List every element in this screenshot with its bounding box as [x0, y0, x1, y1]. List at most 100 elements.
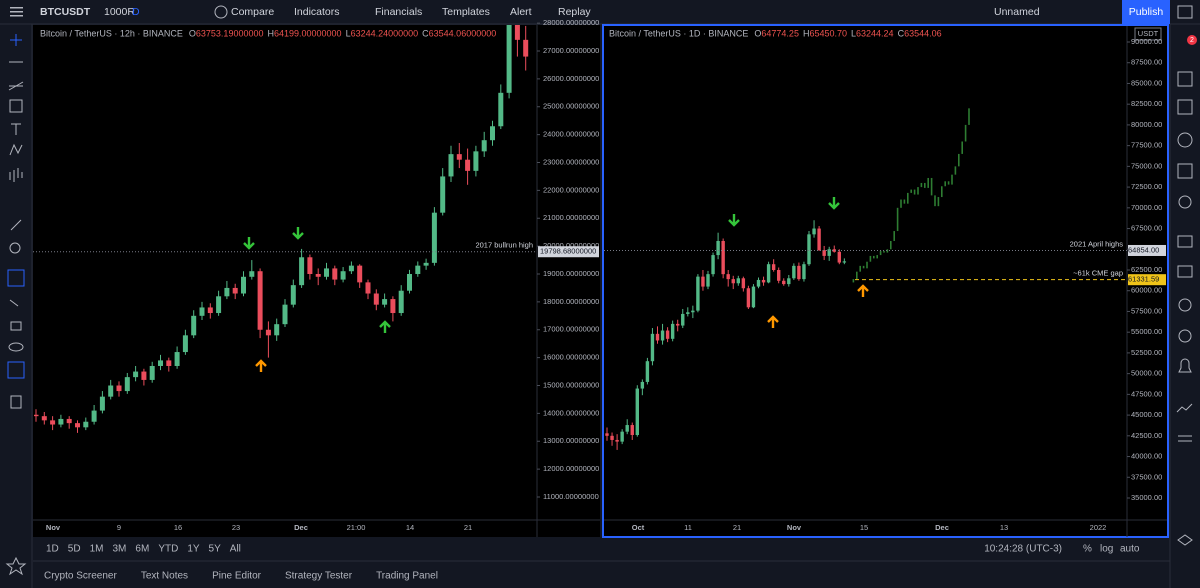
- ohlc-label: H: [803, 28, 810, 38]
- range-button[interactable]: 3M: [113, 544, 127, 555]
- candle-body: [615, 439, 619, 442]
- candle-body: [373, 293, 379, 305]
- candle-body: [390, 299, 396, 314]
- range-button[interactable]: 1M: [90, 544, 104, 555]
- x-tick-label: 21: [464, 523, 472, 532]
- footer-tab[interactable]: Text Notes: [141, 571, 188, 582]
- candle-body: [158, 360, 163, 366]
- candle-body: [731, 279, 735, 284]
- candle-body: [307, 257, 313, 274]
- replay-button[interactable]: Replay: [558, 6, 591, 18]
- range-button[interactable]: 5Y: [209, 544, 222, 555]
- candle-body: [676, 323, 680, 326]
- y-tick-label: 80000.00: [1131, 120, 1162, 129]
- candle-body: [232, 287, 238, 294]
- badge: [1187, 35, 1197, 45]
- range-button[interactable]: All: [230, 544, 241, 555]
- candle-body: [324, 268, 329, 277]
- candle-body: [431, 212, 437, 263]
- menu-icon[interactable]: [10, 7, 23, 17]
- candle-body: [523, 39, 529, 57]
- candle-body: [630, 425, 634, 435]
- candle-body: [207, 307, 213, 314]
- candle-body: [440, 176, 446, 213]
- y-tick-label: 37500.00: [1131, 472, 1162, 481]
- candle-body: [691, 310, 695, 313]
- candle-body: [415, 265, 421, 274]
- range-button[interactable]: YTD: [158, 544, 178, 555]
- y-tick-label: 12000.00000000: [543, 464, 599, 473]
- alert-button[interactable]: Alert: [510, 6, 532, 18]
- log-toggle[interactable]: log: [1100, 544, 1113, 555]
- symbol[interactable]: BTCUSDT: [40, 6, 91, 18]
- ohlc-value: 64199.00000000: [274, 28, 342, 38]
- ohlc-label: O: [754, 28, 761, 38]
- price-tag-label: 19798.68000000: [540, 247, 596, 256]
- candle-body: [686, 312, 690, 314]
- candle-body: [822, 250, 826, 256]
- drawing-tools[interactable]: [5, 34, 27, 576]
- candle-body: [50, 420, 56, 425]
- y-tick-label: 82500.00: [1131, 99, 1162, 108]
- ohlc-value: 63244.24000000: [351, 28, 419, 38]
- templates-button[interactable]: Templates: [442, 6, 490, 18]
- interval-badge[interactable]: 1000R: [104, 6, 135, 18]
- footer-tab[interactable]: Trading Panel: [376, 571, 438, 582]
- candle-body: [34, 414, 39, 417]
- x-tick-label: 21: [733, 523, 741, 532]
- footer-tab[interactable]: Crypto Screener: [44, 571, 117, 582]
- interval[interactable]: D: [132, 6, 140, 18]
- auto-toggle[interactable]: auto: [1120, 544, 1140, 555]
- layout-name[interactable]: Unnamed: [994, 6, 1040, 18]
- financials-button[interactable]: Financials: [375, 6, 422, 18]
- candle-body: [741, 278, 746, 289]
- arrow-up: [857, 284, 869, 297]
- indicators-button[interactable]: Indicators: [294, 6, 340, 18]
- footer-tab[interactable]: Strategy Tester: [285, 571, 353, 582]
- candle-body: [99, 396, 105, 411]
- right-widgets[interactable]: [1176, 5, 1193, 546]
- candle-body: [610, 435, 614, 440]
- ohlc-label: L: [851, 28, 856, 38]
- x-tick-label: 13: [1000, 523, 1008, 532]
- left-pane: [33, 25, 600, 537]
- y-tick-label: 16000.00000000: [543, 353, 599, 362]
- y-tick-label: 70000.00: [1131, 203, 1162, 212]
- y-tick-label: 45000.00: [1131, 410, 1162, 419]
- y-tick-label: 77500.00: [1131, 141, 1162, 150]
- arrow-down: [243, 237, 255, 250]
- y-tick-label: 40000.00: [1131, 452, 1162, 461]
- candle-body: [282, 304, 288, 325]
- candle-body: [812, 228, 816, 235]
- candle-body: [817, 228, 821, 251]
- y-tick-label: 50000.00: [1131, 369, 1162, 378]
- candle-body: [777, 270, 781, 281]
- top-toolbar: [0, 0, 1200, 24]
- range-button[interactable]: 1Y: [187, 544, 200, 555]
- arrow-up: [255, 359, 267, 372]
- y-tick-label: 57500.00: [1131, 306, 1162, 315]
- range-button[interactable]: 6M: [135, 544, 149, 555]
- candle-body: [645, 361, 650, 382]
- y-tick-label: 19000.00000000: [543, 269, 599, 278]
- percent-toggle[interactable]: %: [1083, 544, 1092, 555]
- footer-tab[interactable]: Pine Editor: [212, 571, 262, 582]
- ohlc-value: 63244.24: [856, 28, 894, 38]
- candle-body: [174, 352, 180, 366]
- ohlc-value: 65450.70: [809, 28, 847, 38]
- candle-body: [490, 126, 495, 141]
- candle-body: [290, 285, 296, 305]
- range-button[interactable]: 1D: [46, 544, 59, 555]
- y-tick-label: 52500.00: [1131, 348, 1162, 357]
- y-tick-label: 23000.00000000: [543, 157, 599, 166]
- publish-button[interactable]: Publish: [1129, 6, 1164, 18]
- candle-body: [802, 264, 806, 280]
- x-tick-label: Nov: [46, 523, 61, 532]
- y-tick-label: 15000.00000000: [543, 380, 599, 389]
- range-button[interactable]: 5D: [68, 544, 81, 555]
- compare-button[interactable]: Compare: [231, 6, 274, 18]
- publish-bg[interactable]: [1122, 0, 1170, 24]
- y-tick-label: 28000.00000000: [543, 18, 599, 27]
- candle-body: [792, 265, 796, 279]
